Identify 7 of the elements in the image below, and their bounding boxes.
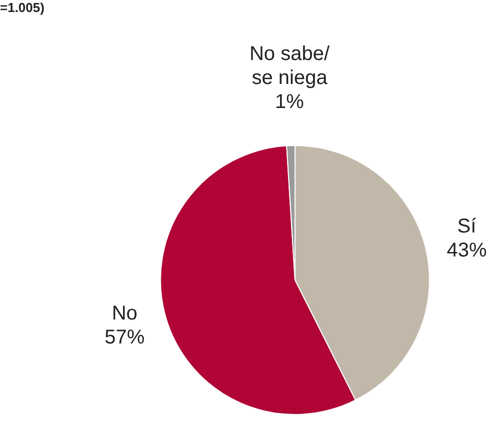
slice-label: No sabe/ se niega xyxy=(249,43,330,90)
slice-label: Sí xyxy=(457,216,477,238)
data-label: 1% xyxy=(275,91,304,114)
slice-label: No xyxy=(112,302,138,325)
data-label: 43% xyxy=(446,240,487,262)
data-label: 57% xyxy=(104,326,145,349)
text: =1.005) xyxy=(0,0,44,16)
